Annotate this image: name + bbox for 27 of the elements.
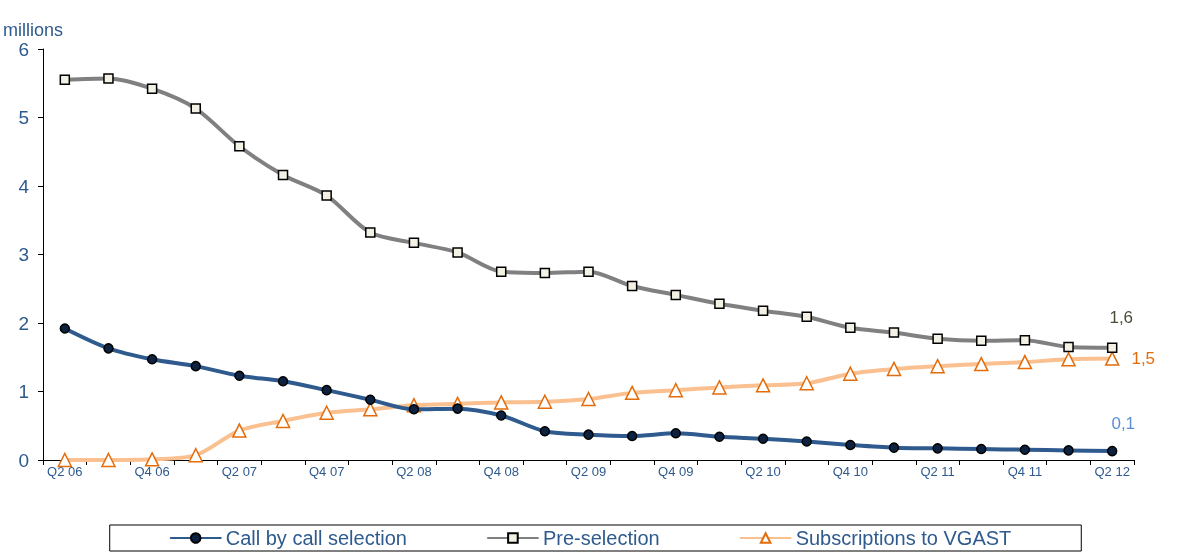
y-tick-label: 0 <box>18 449 29 471</box>
data-label: 1,5 <box>1131 349 1156 369</box>
x-tick-label: Q2 12 <box>1094 464 1130 479</box>
legend-label: Subscriptions to VGAST <box>795 527 1012 549</box>
y-tick-label: 2 <box>18 312 29 334</box>
x-tick-label: Q4 10 <box>832 464 869 479</box>
x-tick-label: Q4 07 <box>308 464 345 479</box>
y-tick-label: 3 <box>18 244 29 265</box>
data-label: 1,6 <box>1109 308 1134 328</box>
x-tick-label: Q2 10 <box>745 464 781 479</box>
x-tick-label: Q2 11 <box>920 464 955 479</box>
x-tick-label: Q2 06 <box>47 464 83 479</box>
y-tick-label: 1 <box>18 381 29 402</box>
x-tick-label: Q4 11 <box>1007 464 1043 479</box>
y-tick-label: 4 <box>18 175 30 197</box>
x-tick-label: Q2 09 <box>570 464 607 479</box>
legend-label: Pre-selection <box>542 527 660 549</box>
x-tick-label: Q4 08 <box>483 464 519 479</box>
x-tick-label: Q4 09 <box>658 464 694 479</box>
x-tick-label: Q4 06 <box>134 464 170 479</box>
y-tick-label: 6 <box>18 38 29 60</box>
y-axis-title: millions <box>3 20 64 40</box>
x-tick-label: Q2 07 <box>221 464 258 479</box>
data-label: 0,1 <box>1111 413 1136 433</box>
legend-label: Call by call selection <box>225 527 407 549</box>
y-tick-label: 5 <box>18 107 29 128</box>
x-tick-label: Q2 08 <box>396 464 432 479</box>
